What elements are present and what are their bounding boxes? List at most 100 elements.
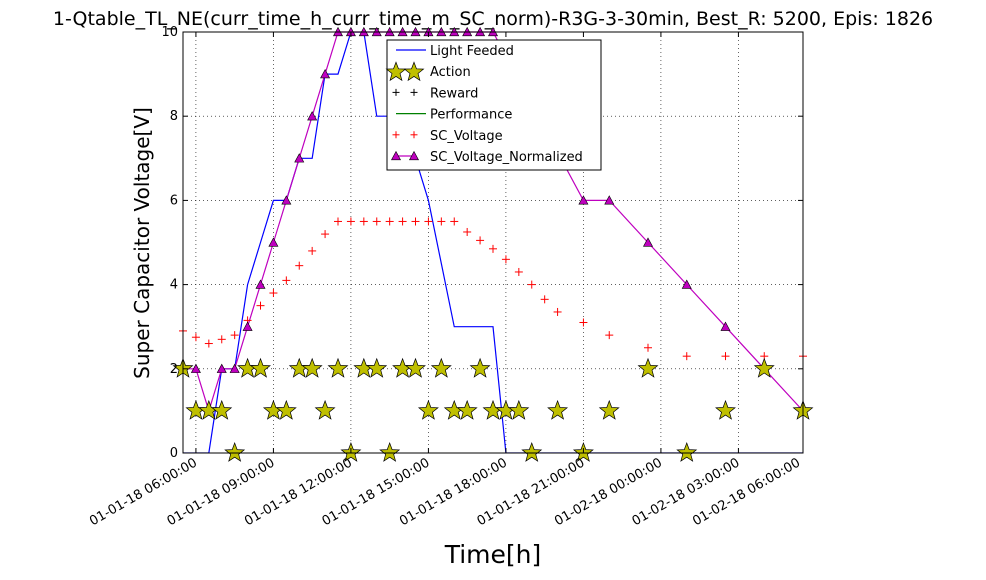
sc-voltage-point — [321, 230, 330, 239]
action-point — [211, 399, 233, 420]
action-point — [301, 357, 323, 378]
legend-entry: SC_Voltage — [392, 129, 503, 144]
action-point — [405, 357, 426, 378]
sc-voltage-point — [398, 217, 407, 226]
sc-voltage-point — [269, 289, 278, 298]
action-point — [430, 357, 452, 378]
sc-voltage-point — [230, 331, 239, 340]
y-axis-label: Super Capacitor Voltage[V] — [130, 107, 154, 379]
sc-voltage-point — [527, 280, 536, 289]
sc-voltage-normalized-point — [604, 195, 615, 205]
legend-plus-swatch — [410, 131, 418, 139]
action-point — [753, 357, 775, 378]
legend-entry: SC_Voltage_Normalized — [390, 150, 583, 165]
sc-voltage-normalized-point — [578, 195, 589, 205]
sc-voltage-point — [682, 352, 691, 361]
sc-voltage-point — [346, 217, 355, 226]
x-tick-label: 01-02-18 06:00:00 — [690, 455, 803, 529]
legend-label: Reward — [430, 86, 478, 101]
sc-voltage-normalized-point — [216, 363, 227, 373]
legend-label: Performance — [430, 108, 512, 123]
sc-voltage-point — [463, 227, 472, 236]
sc-voltage-point — [308, 246, 317, 255]
action-point — [715, 399, 736, 420]
sc-voltage-point — [605, 331, 614, 340]
sc-voltage-point — [553, 307, 562, 316]
sc-voltage-point — [359, 217, 368, 226]
sc-voltage-normalized-point — [681, 279, 692, 289]
legend-star-swatch — [403, 61, 425, 82]
sc-voltage-normalized-point — [255, 279, 266, 289]
action-point — [366, 357, 388, 378]
action-point — [275, 399, 297, 420]
axes-frame — [182, 31, 804, 454]
sc-voltage-point — [372, 217, 381, 226]
action-point — [637, 357, 659, 378]
sc-voltage-normalized-point — [307, 111, 318, 121]
sc-voltage-point — [256, 301, 265, 310]
sc-voltage-point — [385, 217, 394, 226]
sc-voltage-point — [644, 343, 652, 352]
sc-voltage-point — [424, 217, 433, 226]
action-point — [456, 399, 478, 420]
action-point — [508, 399, 530, 420]
action-point — [547, 399, 569, 420]
y-tick-label: 8 — [170, 109, 178, 124]
sc-voltage-point — [476, 236, 485, 245]
legend-plus-swatch — [392, 88, 400, 96]
action-point — [598, 399, 620, 420]
sc-voltage-normalized-point — [268, 237, 279, 247]
legend-label: SC_Voltage_Normalized — [430, 150, 583, 165]
action-point — [224, 442, 246, 462]
sc-voltage-point — [721, 352, 730, 361]
x-axis-label: Time[h] — [444, 540, 542, 569]
sc-voltage-point — [191, 333, 200, 342]
y-tick-label: 0 — [170, 446, 178, 461]
sc-voltage-point — [217, 335, 226, 344]
legend-entry: Reward — [392, 86, 478, 101]
sc-voltage-point — [282, 276, 291, 285]
sc-voltage-point — [540, 295, 549, 304]
action-point — [676, 442, 698, 462]
action-point — [379, 442, 401, 462]
sc-voltage-normalized-point — [229, 363, 240, 373]
sc-voltage-point — [437, 217, 446, 226]
sc-voltage-point — [450, 217, 459, 226]
sc-voltage-point — [204, 339, 213, 348]
sc-voltage-normalized-point — [720, 321, 731, 331]
legend-label: Action — [430, 65, 471, 80]
y-tick-label: 2 — [170, 362, 178, 377]
legend-plus-swatch — [410, 88, 418, 96]
sc-voltage-normalized-point — [294, 153, 305, 163]
y-tick-label: 6 — [170, 193, 178, 208]
legend: Light Feeded Action Reward Performance SC_Vo… — [385, 39, 602, 171]
sc-voltage-point — [334, 217, 342, 226]
legend-box — [386, 39, 602, 171]
sc-voltage-point — [579, 318, 588, 327]
action-point — [417, 399, 439, 420]
sc-voltage-normalized-point — [242, 321, 253, 331]
legend-triangle-swatch — [390, 150, 402, 161]
legend-label: Light Feeded — [430, 44, 514, 59]
sc-voltage-normalized-point — [642, 237, 654, 247]
legend-star-swatch — [385, 61, 407, 82]
legend-entry: Performance — [396, 108, 512, 123]
legend-entries: Light Feeded Action Reward Performance SC_Vo… — [385, 44, 583, 165]
action-point — [521, 442, 543, 462]
y-tick-label: 10 — [161, 25, 178, 40]
action-point — [327, 357, 349, 378]
grid — [183, 32, 803, 453]
legend-label: SC_Voltage — [430, 129, 503, 144]
action-point — [314, 399, 336, 420]
sc-voltage-point — [501, 255, 510, 264]
legend-plus-swatch — [392, 131, 400, 139]
legend-triangle-swatch — [408, 150, 420, 161]
sc-voltage-normalized-point — [190, 363, 201, 373]
action-point — [469, 357, 491, 378]
chart-title: 1-Qtable_TL_NE(curr_time_h_curr_time_m_S… — [53, 8, 933, 30]
series-light-feeded-line — [183, 32, 803, 453]
sc-voltage-point — [514, 267, 523, 276]
legend-entry: Action — [385, 61, 471, 82]
sc-voltage-normalized-point — [281, 195, 292, 205]
